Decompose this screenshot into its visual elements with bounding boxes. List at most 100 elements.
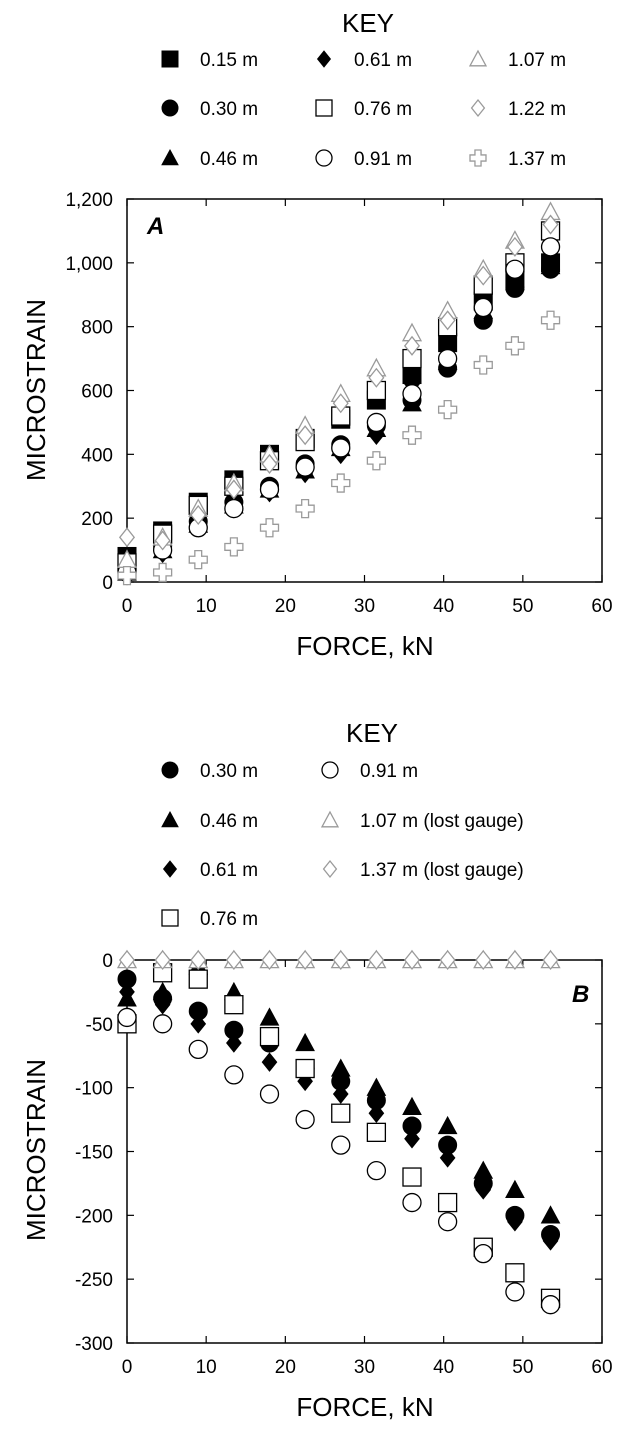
data-point <box>439 949 456 971</box>
data-point <box>505 259 525 279</box>
data-point <box>402 1096 422 1115</box>
data-point <box>259 1026 280 1047</box>
legend-label: 0.91 m <box>354 149 412 170</box>
data-point <box>259 1084 280 1104</box>
x-tick-label: 60 <box>591 596 612 617</box>
data-point <box>542 949 559 971</box>
data-point <box>190 1014 207 1034</box>
x-tick-label: 60 <box>591 1357 612 1378</box>
data-point <box>332 393 349 414</box>
data-point <box>542 214 559 235</box>
data-point <box>259 518 280 538</box>
legend-marker <box>161 909 179 927</box>
series-0-91-m <box>117 1007 561 1315</box>
x-tick-label: 30 <box>354 596 375 617</box>
x-tick-label: 20 <box>275 1357 296 1378</box>
y-tick-label: -50 <box>86 1015 113 1036</box>
data-point <box>366 1161 387 1181</box>
legend-label: 1.37 m (lost gauge) <box>360 860 524 881</box>
data-point <box>404 1128 420 1149</box>
data-point <box>366 1077 387 1096</box>
data-point <box>402 1192 422 1213</box>
axes-b: 0 10 20 30 40 50 60 0 -50 -100 -150 -200 -250 -300 <box>75 951 613 1378</box>
data-point <box>261 949 278 971</box>
data-point <box>259 1007 280 1026</box>
legend-a: 0.15 m 0.30 m 0.46 m 0.61 m 0.76 m 0.91 m 1.07… <box>161 49 566 170</box>
legend-label: 0.30 m <box>200 99 258 120</box>
data-point <box>118 949 136 971</box>
data-point <box>437 348 458 369</box>
data-point <box>332 1084 349 1104</box>
panel-label-b: B <box>572 981 589 1008</box>
x-tick-label: 50 <box>512 1357 533 1378</box>
legend-marker <box>320 810 340 828</box>
data-point <box>402 425 422 445</box>
series-1-07-m <box>116 201 561 568</box>
data-point <box>437 1115 458 1135</box>
legend-marker <box>315 99 333 117</box>
data-point <box>368 367 385 388</box>
legend-b: 0.30 m 0.46 m 0.61 m 0.76 m 0.91 m 1.07 m (lo… <box>161 761 524 930</box>
y-tick-label: 200 <box>81 509 113 530</box>
data-point <box>226 1033 242 1053</box>
x-tick-label: 50 <box>512 596 533 617</box>
panel-label-a: A <box>146 213 164 240</box>
x-tick-label: 30 <box>354 1357 375 1378</box>
data-point <box>117 565 137 586</box>
data-point <box>437 1212 458 1232</box>
legend-marker <box>316 50 332 68</box>
key-title-b: KEY <box>346 718 398 748</box>
data-point <box>295 457 315 477</box>
data-point <box>540 237 561 257</box>
legend-marker <box>162 860 178 878</box>
data-point <box>402 1167 422 1187</box>
data-point <box>540 1295 561 1315</box>
legend-label: 0.61 m <box>200 860 258 881</box>
x-tick-label: 0 <box>122 1357 133 1378</box>
data-point <box>540 1205 561 1224</box>
legend-marker <box>161 810 179 828</box>
data-point <box>188 1039 208 1060</box>
chart-a: KEY 0.15 m 0.30 m 0.46 m 0.61 m 0.76 m 0.91 m… <box>21 8 613 661</box>
data-point <box>505 336 525 356</box>
data-point <box>366 412 387 433</box>
y-tick-label: -100 <box>75 1079 113 1100</box>
data-point <box>507 1211 523 1232</box>
x-axis-label-a: FORCE, kN <box>296 631 433 661</box>
data-point <box>330 1058 351 1077</box>
y-axis-label-a: MICROSTRAIN <box>21 299 51 481</box>
data-point <box>402 384 422 404</box>
legend-marker <box>469 149 487 167</box>
data-point <box>224 537 244 557</box>
data-point <box>403 949 421 971</box>
data-point <box>331 1135 351 1155</box>
y-tick-label: 800 <box>81 318 113 339</box>
data-point <box>540 255 561 275</box>
x-tick-label: 0 <box>122 596 133 617</box>
legend-label: 0.91 m <box>360 761 418 782</box>
data-point <box>505 1179 525 1198</box>
data-point <box>259 479 280 500</box>
y-tick-label: -150 <box>75 1143 113 1164</box>
series-1-37-m-lost-gauge- <box>118 949 559 971</box>
data-point <box>439 1148 456 1168</box>
data-point <box>295 1058 315 1079</box>
data-point <box>368 949 385 971</box>
data-point <box>475 949 492 971</box>
legend-label: 0.30 m <box>200 761 258 782</box>
data-point <box>331 1103 351 1123</box>
legend-marker <box>470 98 486 118</box>
x-tick-label: 10 <box>196 596 217 617</box>
data-point <box>224 995 244 1015</box>
legend-marker <box>315 149 333 167</box>
data-point <box>154 994 171 1015</box>
x-tick-label: 10 <box>196 1357 217 1378</box>
data-point <box>368 1103 385 1124</box>
y-axis-label-b: MICROSTRAIN <box>21 1059 51 1241</box>
data-point <box>224 1065 244 1085</box>
x-tick-label: 20 <box>275 596 296 617</box>
data-point <box>225 479 242 500</box>
legend-marker <box>161 761 179 779</box>
